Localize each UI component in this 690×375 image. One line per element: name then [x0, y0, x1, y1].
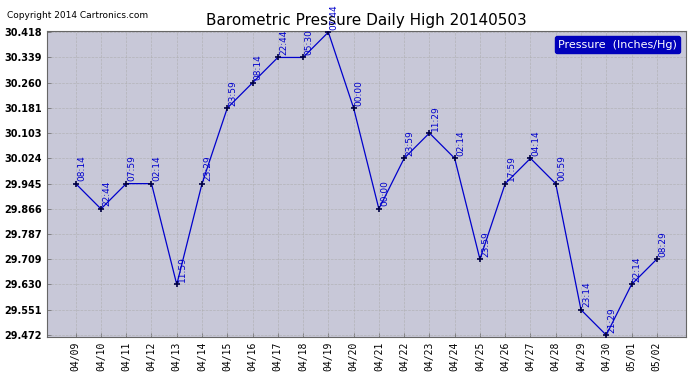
Text: 22:44: 22:44: [102, 181, 111, 207]
Text: 22:14: 22:14: [633, 256, 642, 282]
Text: 11:29: 11:29: [431, 105, 440, 130]
Text: 23:59: 23:59: [228, 80, 237, 106]
Text: 05:30: 05:30: [304, 29, 313, 55]
Text: 11:59: 11:59: [178, 256, 187, 282]
Text: 08:29: 08:29: [658, 231, 667, 257]
Text: 23:29: 23:29: [204, 156, 213, 181]
Text: 21:29: 21:29: [607, 307, 616, 333]
Text: 00:00: 00:00: [355, 80, 364, 106]
Text: 04:14: 04:14: [532, 130, 541, 156]
Text: 00:00: 00:00: [380, 181, 389, 207]
Text: Copyright 2014 Cartronics.com: Copyright 2014 Cartronics.com: [7, 11, 148, 20]
Text: 23:59: 23:59: [481, 231, 490, 257]
Text: 23:59: 23:59: [406, 130, 415, 156]
Title: Barometric Pressure Daily High 20140503: Barometric Pressure Daily High 20140503: [206, 13, 526, 28]
Text: 00:59: 00:59: [557, 155, 566, 181]
Text: 02:14: 02:14: [152, 156, 161, 181]
Text: 08:14: 08:14: [254, 55, 263, 80]
Text: 17:59: 17:59: [506, 155, 515, 181]
Text: 07:44: 07:44: [330, 4, 339, 30]
Text: 02:14: 02:14: [456, 130, 465, 156]
Text: 23:14: 23:14: [582, 282, 591, 308]
Legend: Pressure  (Inches/Hg): Pressure (Inches/Hg): [555, 36, 680, 53]
Text: 08:14: 08:14: [77, 156, 86, 181]
Text: 22:44: 22:44: [279, 30, 288, 55]
Text: 07:59: 07:59: [128, 155, 137, 181]
